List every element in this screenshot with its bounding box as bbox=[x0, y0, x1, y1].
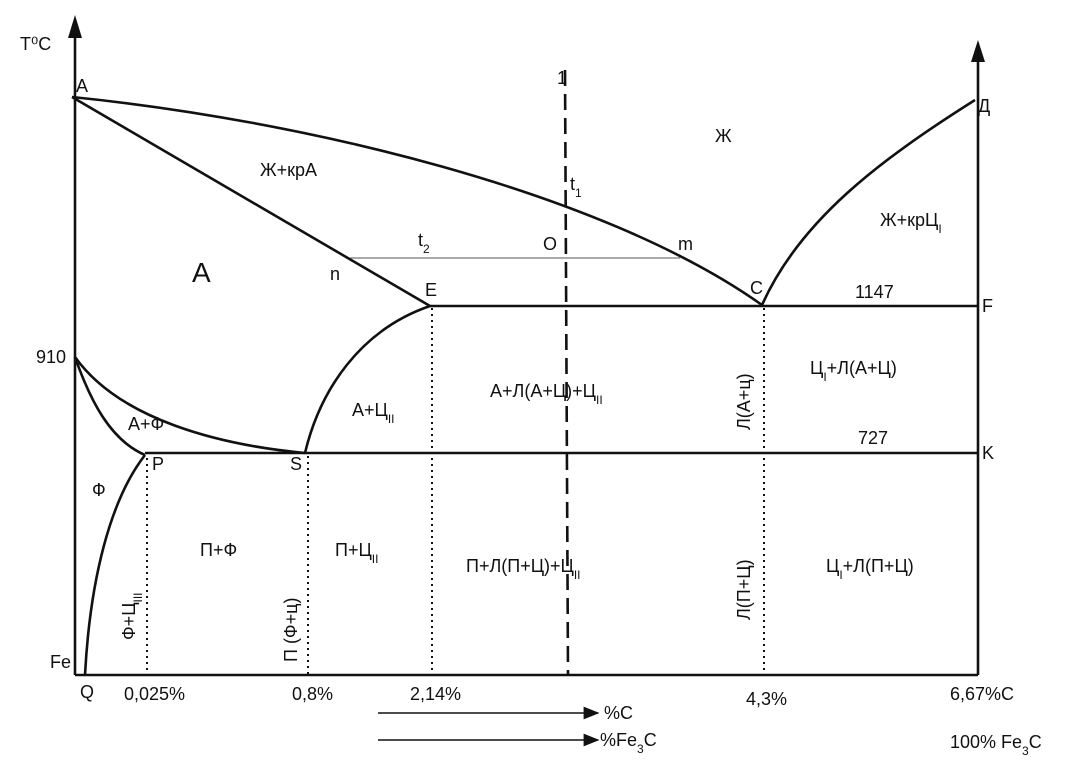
composition-label: 0,025% bbox=[124, 684, 185, 704]
region-label: П (Ф+ц) bbox=[281, 598, 301, 662]
point-label: E bbox=[425, 280, 437, 300]
point-label: O bbox=[543, 234, 557, 254]
label-part: II bbox=[574, 568, 581, 582]
region-label: Ф bbox=[92, 480, 106, 500]
label-part: +Л(П+Ц) bbox=[843, 556, 914, 576]
point-label: C bbox=[750, 278, 763, 298]
point-label: Q bbox=[80, 682, 94, 702]
region-label: A bbox=[192, 257, 211, 288]
label-part: 2 bbox=[423, 242, 430, 256]
composition-label: %Fe3C bbox=[600, 730, 657, 756]
label-part: II bbox=[372, 552, 379, 566]
label-part: III bbox=[131, 592, 145, 602]
label-part: Ц bbox=[826, 556, 839, 576]
point-label: Д bbox=[978, 96, 990, 116]
label-part: 100% Fe bbox=[950, 732, 1022, 752]
label-part: II bbox=[388, 412, 395, 426]
label-part: +Л(А+Ц) bbox=[827, 358, 897, 378]
temp-label: 727 bbox=[858, 428, 888, 448]
label-part: t bbox=[570, 174, 575, 194]
composition-label: 4,3% bbox=[746, 689, 787, 709]
point-label: S bbox=[290, 454, 302, 474]
point-label: t2 bbox=[418, 230, 430, 256]
label-part: П+Ц bbox=[335, 540, 372, 560]
label-part: Ф+Ц bbox=[119, 602, 139, 640]
point-label: t1 bbox=[570, 174, 582, 200]
labels: T⁰C 910 1147 727 A Д C E F K P S Q Fe n … bbox=[20, 34, 1042, 758]
label-part: Ц bbox=[810, 358, 823, 378]
label-part: 3 bbox=[1022, 744, 1029, 758]
label-part: Ж+крЦ bbox=[880, 210, 938, 230]
region-label: ЦI+Л(П+Ц) bbox=[826, 556, 914, 582]
region-label: А+Ф bbox=[128, 414, 164, 434]
line-label: 1 bbox=[557, 68, 567, 88]
region-label: ЦI+Л(А+Ц) bbox=[810, 358, 897, 384]
composition-label: %C bbox=[604, 703, 633, 723]
point-label: K bbox=[982, 443, 994, 463]
temp-label: 910 bbox=[36, 347, 66, 367]
label-part: C bbox=[1029, 732, 1042, 752]
label-part: А+Ц bbox=[352, 400, 388, 420]
region-label: Ж+крЦI bbox=[880, 210, 942, 236]
point-label: F bbox=[982, 296, 993, 316]
region-label: Л(А+ц) bbox=[734, 373, 754, 430]
region-label: Ф+ЦIII bbox=[119, 592, 145, 640]
point-label: P bbox=[152, 454, 164, 474]
region-label: П+ЦII bbox=[335, 540, 378, 566]
region-label: А+Л(А+Ц)+ЦII bbox=[490, 381, 603, 407]
label-part: C bbox=[644, 730, 657, 750]
composition-label: 0,8% bbox=[292, 684, 333, 704]
composition-label: 100% Fe3C bbox=[950, 732, 1042, 758]
region-label: Ж+крА bbox=[260, 160, 317, 180]
temp-label: 1147 bbox=[855, 282, 894, 302]
diagram-lines bbox=[68, 15, 985, 747]
label-part: t bbox=[418, 230, 423, 250]
label-part: 3 bbox=[637, 742, 644, 756]
point-label: m bbox=[678, 234, 693, 254]
label-part: П+Л(П+Ц)+Ц bbox=[466, 556, 574, 576]
label-part: I bbox=[839, 568, 842, 582]
label-part: I bbox=[823, 370, 826, 384]
label-part: %Fe bbox=[600, 730, 637, 750]
region-label: П+Ф bbox=[200, 540, 237, 560]
label-part: А+Л(А+Ц)+Ц bbox=[490, 381, 596, 401]
point-label: n bbox=[330, 264, 340, 284]
region-label: Ж bbox=[715, 126, 732, 146]
region-label: А+ЦII bbox=[352, 400, 395, 426]
label-part: I bbox=[938, 222, 941, 236]
composition-label: 6,67%C bbox=[950, 684, 1014, 704]
region-label: Л(П+Ц) bbox=[734, 559, 754, 620]
point-label: Fe bbox=[50, 652, 71, 672]
composition-label: 2,14% bbox=[410, 684, 461, 704]
point-label: A bbox=[76, 76, 88, 96]
label-part: 1 bbox=[575, 186, 582, 200]
axis-label: T⁰C bbox=[20, 34, 51, 54]
region-label: П+Л(П+Ц)+ЦII bbox=[466, 556, 581, 582]
label-part: II bbox=[596, 393, 603, 407]
